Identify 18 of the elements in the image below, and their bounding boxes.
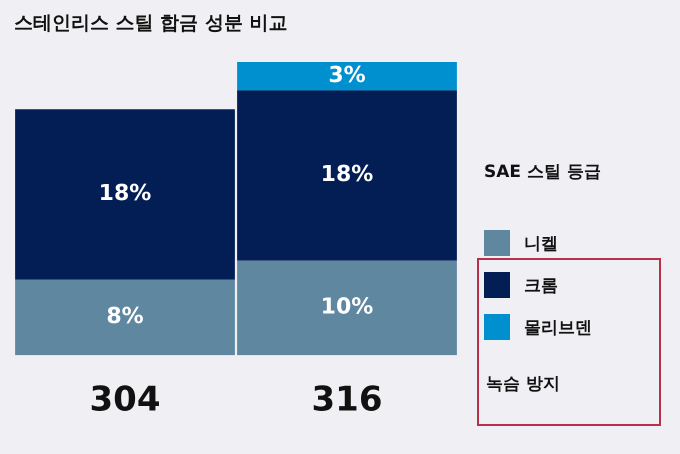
chart-title: 스테인리스 스틸 합금 성분 비교: [14, 11, 288, 36]
legend-title: SAE 스틸 등급: [484, 161, 601, 183]
bar: [15, 280, 235, 356]
legend-label: 니켈: [524, 232, 558, 254]
bar: [237, 260, 457, 356]
x-tick-label: 316: [312, 379, 382, 420]
data-label: 10%: [320, 294, 374, 320]
legend-label: 크롬: [524, 274, 558, 296]
legend-label: 몰리브덴: [524, 316, 592, 338]
data-label: 18%: [320, 162, 374, 188]
data-label: 3%: [328, 62, 366, 88]
data-label: 18%: [98, 181, 152, 206]
text: 녹슴 방지: [486, 373, 560, 395]
bar: [237, 62, 457, 90]
bar: [15, 109, 235, 280]
bar: [237, 90, 457, 261]
x-tick-label: 304: [90, 379, 160, 420]
data-label: 8%: [106, 304, 144, 330]
